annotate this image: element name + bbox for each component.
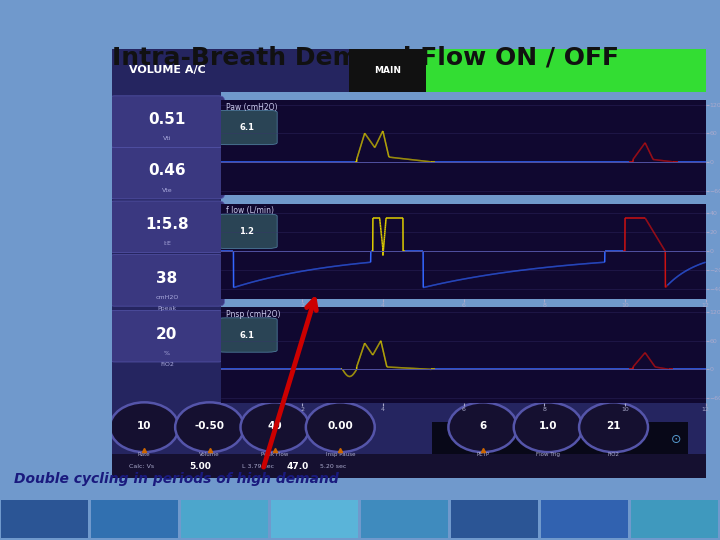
Text: 47.0: 47.0 <box>287 462 309 471</box>
Text: Volume: Volume <box>199 452 220 457</box>
Text: Peak Flow: Peak Flow <box>261 452 289 457</box>
Text: Pnsp (cmH2O): Pnsp (cmH2O) <box>226 310 281 319</box>
FancyBboxPatch shape <box>361 500 448 538</box>
Text: Rate: Rate <box>138 452 150 457</box>
Text: f low (L/min): f low (L/min) <box>226 206 274 215</box>
FancyBboxPatch shape <box>1 500 88 538</box>
FancyBboxPatch shape <box>217 110 277 145</box>
Text: 20: 20 <box>156 327 178 342</box>
Circle shape <box>306 402 374 452</box>
Text: 5.00: 5.00 <box>189 462 211 471</box>
FancyBboxPatch shape <box>432 422 688 454</box>
Text: 1:5.8: 1:5.8 <box>145 217 189 232</box>
Text: 6.1: 6.1 <box>239 123 254 132</box>
Text: 1.0: 1.0 <box>539 421 557 430</box>
Circle shape <box>240 402 310 452</box>
Text: Vte: Vte <box>161 188 172 193</box>
Text: Double cycling in periods of high demand: Double cycling in periods of high demand <box>14 472 339 486</box>
Text: 0.51: 0.51 <box>148 112 186 127</box>
Text: 6.1: 6.1 <box>239 330 254 340</box>
Text: 10: 10 <box>137 421 151 430</box>
FancyBboxPatch shape <box>109 310 225 362</box>
Text: Vti: Vti <box>163 136 171 141</box>
Text: 1.2: 1.2 <box>239 227 254 236</box>
FancyBboxPatch shape <box>217 318 277 352</box>
FancyBboxPatch shape <box>112 403 706 478</box>
Text: 38: 38 <box>156 271 177 286</box>
Text: Calc: Vs: Calc: Vs <box>130 464 155 469</box>
Text: 0.00: 0.00 <box>328 421 354 430</box>
Circle shape <box>110 402 179 452</box>
Text: Insp Pause: Insp Pause <box>325 452 355 457</box>
Text: 21: 21 <box>606 421 621 430</box>
FancyBboxPatch shape <box>271 500 358 538</box>
FancyBboxPatch shape <box>217 214 277 248</box>
Text: %: % <box>164 351 170 356</box>
Text: VOLUME A/C: VOLUME A/C <box>130 65 206 75</box>
Text: 40: 40 <box>268 421 282 430</box>
Text: ⊙: ⊙ <box>670 433 681 446</box>
FancyBboxPatch shape <box>112 91 222 403</box>
Circle shape <box>514 402 582 452</box>
FancyBboxPatch shape <box>349 49 426 91</box>
Text: FiO2: FiO2 <box>608 452 619 457</box>
Circle shape <box>579 402 648 452</box>
Text: 6: 6 <box>480 421 487 430</box>
FancyBboxPatch shape <box>109 255 225 306</box>
FancyBboxPatch shape <box>112 49 706 91</box>
FancyBboxPatch shape <box>451 500 538 538</box>
Text: 5.20 sec: 5.20 sec <box>320 464 346 469</box>
Text: MAIN: MAIN <box>374 65 401 75</box>
FancyBboxPatch shape <box>631 500 718 538</box>
FancyBboxPatch shape <box>109 201 225 253</box>
FancyBboxPatch shape <box>181 500 268 538</box>
FancyBboxPatch shape <box>109 96 225 147</box>
Text: Paw (cmH2O): Paw (cmH2O) <box>226 103 278 112</box>
FancyBboxPatch shape <box>109 147 225 199</box>
Text: cmH2O: cmH2O <box>155 295 179 300</box>
FancyBboxPatch shape <box>541 500 628 538</box>
Text: L 3.79 sec: L 3.79 sec <box>242 464 274 469</box>
FancyBboxPatch shape <box>426 49 706 91</box>
Circle shape <box>449 402 517 452</box>
Text: Intra-Breath Demand Flow ON / OFF: Intra-Breath Demand Flow ON / OFF <box>112 46 618 70</box>
Text: FiO2: FiO2 <box>160 362 174 367</box>
Circle shape <box>175 402 244 452</box>
Text: -0.50: -0.50 <box>194 421 225 430</box>
FancyBboxPatch shape <box>112 454 706 478</box>
Text: Flow Trig: Flow Trig <box>536 452 560 457</box>
Text: PETP: PETP <box>477 452 490 457</box>
Text: 0.46: 0.46 <box>148 164 186 178</box>
FancyBboxPatch shape <box>91 500 178 538</box>
Text: I:E: I:E <box>163 241 171 246</box>
Text: Ppeak: Ppeak <box>157 306 176 311</box>
